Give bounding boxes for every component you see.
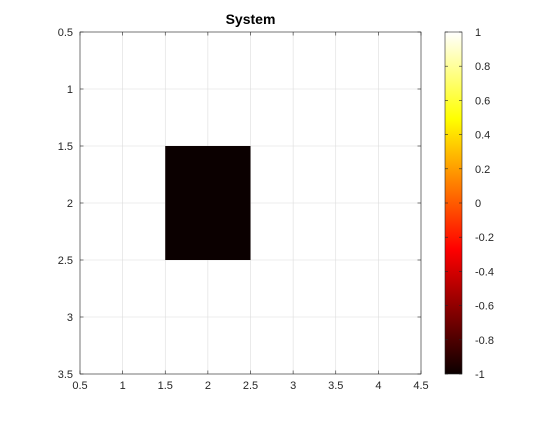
y-tick-label: 1.5 bbox=[58, 141, 73, 153]
colorbar-tick-label: 0.6 bbox=[475, 95, 490, 107]
y-tick-label: 0.5 bbox=[58, 27, 73, 39]
x-tick-label: 1 bbox=[120, 380, 126, 392]
colorbar-tick-label: 0.8 bbox=[475, 61, 490, 73]
y-axis: 0.5 1 1.5 2 2.5 3 3.5 bbox=[58, 27, 421, 381]
x-tick-label: 3.5 bbox=[328, 380, 343, 392]
colorbar-tick-label: 0.2 bbox=[475, 164, 490, 176]
colorbar-tick-label: -0.4 bbox=[475, 266, 494, 278]
colorbar-ticks: -1 -0.8 -0.6 -0.4 -0.2 0 0.2 0.4 0.6 0.8 1 bbox=[445, 27, 494, 381]
x-tick-label: 4 bbox=[375, 380, 381, 392]
x-tick-label: 2.5 bbox=[243, 380, 258, 392]
x-tick-label: 1.5 bbox=[158, 380, 173, 392]
y-tick-label: 3 bbox=[67, 312, 73, 324]
colorbar-tick-label: 0 bbox=[475, 198, 481, 210]
y-tick-label: 2 bbox=[67, 198, 73, 210]
image-cell bbox=[165, 146, 251, 260]
image-layer bbox=[165, 146, 251, 260]
x-tick-label: 3 bbox=[290, 380, 296, 392]
colorbar-tick-label: 0.4 bbox=[475, 130, 490, 142]
y-tick-label: 1 bbox=[67, 84, 73, 96]
x-tick-label: 4.5 bbox=[413, 380, 428, 392]
colorbar-tick-label: -1 bbox=[475, 369, 485, 381]
colorbar-tick-label: -0.8 bbox=[475, 335, 494, 347]
y-tick-label: 3.5 bbox=[58, 369, 73, 381]
colorbar-tick-label: -0.2 bbox=[475, 232, 494, 244]
colorbar-tick-label: 1 bbox=[475, 27, 481, 39]
x-tick-label: 2 bbox=[205, 380, 211, 392]
x-axis: 0.5 1 1.5 2 2.5 3 3.5 4 4.5 bbox=[72, 32, 429, 392]
y-tick-label: 2.5 bbox=[58, 255, 73, 267]
x-tick-label: 0.5 bbox=[72, 380, 87, 392]
colorbar-tick-label: -0.6 bbox=[475, 301, 494, 313]
colorbar-gradient bbox=[445, 32, 462, 374]
chart-title: System bbox=[226, 11, 276, 27]
